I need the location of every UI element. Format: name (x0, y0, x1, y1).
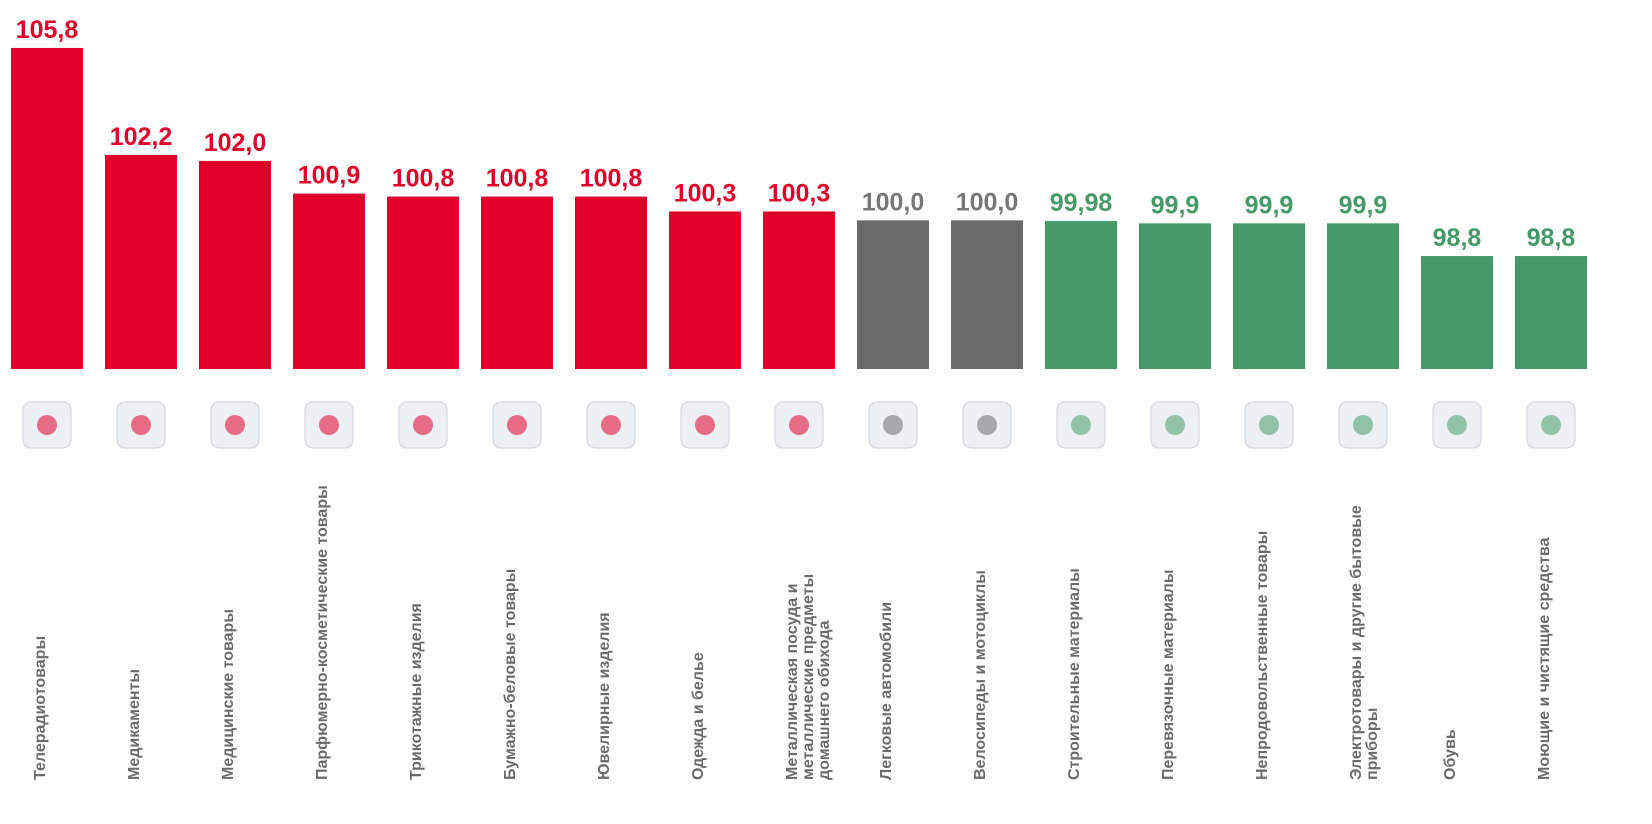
category-label: Трикотажные изделия (409, 485, 425, 780)
icon (507, 415, 527, 435)
category-label: Металлическая посуда и металличеcкие пре… (785, 485, 833, 780)
icon (789, 415, 809, 435)
bar (11, 48, 83, 369)
icon (225, 415, 245, 435)
category-label: Телерадиотовары (33, 485, 49, 780)
chart: 105,8 102,2 102,0 100,9 100,8 100,8 100,8 100,3… (0, 0, 1652, 824)
value-label: 100,0 (862, 188, 925, 216)
bar (199, 161, 271, 369)
category-label: Непродовольственные товары (1255, 485, 1271, 780)
category-label: Перевязочные материалы (1161, 485, 1177, 780)
value-label: 100,9 (298, 162, 361, 190)
category-label: Строительные материалы (1067, 485, 1083, 780)
bar (669, 211, 741, 369)
value-label: 98,8 (1433, 224, 1482, 252)
icon (131, 415, 151, 435)
category-label: Медицинские товары (221, 485, 237, 780)
icon (319, 415, 339, 435)
category-label: Медикаменты (127, 485, 143, 780)
bar (951, 220, 1023, 369)
bar (1327, 223, 1399, 369)
category-label: Легковые автомобили (879, 485, 895, 780)
icon (1259, 415, 1279, 435)
value-label: 100,8 (392, 165, 455, 193)
icon (695, 415, 715, 435)
icon (601, 415, 621, 435)
category-label: Ювелирные изделия (597, 485, 613, 780)
category-label: Парфюмерно-косметические товары (315, 485, 331, 780)
value-label: 100,3 (768, 179, 831, 207)
category-label: Моющие и чистящие средства (1537, 485, 1553, 780)
value-label: 100,0 (956, 188, 1019, 216)
category-label: Электротовары и другие бытовые приборы (1349, 485, 1381, 780)
category-label: Обувь (1443, 485, 1459, 780)
value-label: 100,8 (580, 165, 643, 193)
bar (857, 220, 929, 369)
icon (1165, 415, 1185, 435)
value-label: 105,8 (16, 16, 79, 44)
bar (1045, 221, 1117, 369)
icon (413, 415, 433, 435)
icon (977, 415, 997, 435)
icon (1353, 415, 1373, 435)
value-label: 102,0 (204, 129, 267, 157)
value-label: 99,9 (1339, 191, 1388, 219)
value-label: 100,3 (674, 179, 737, 207)
value-label: 100,8 (486, 165, 549, 193)
value-label: 99,98 (1050, 189, 1113, 217)
icon (1541, 415, 1561, 435)
value-label: 102,2 (110, 123, 173, 151)
value-label: 99,9 (1245, 191, 1294, 219)
icon (37, 415, 57, 435)
bar (387, 197, 459, 369)
bar (1139, 223, 1211, 369)
bar (763, 211, 835, 369)
category-label: Бумажно-беловые товары (503, 485, 519, 780)
icon (883, 415, 903, 435)
category-label: Велосипеды и мотоциклы (973, 485, 989, 780)
category-label: Одежда и белье (691, 485, 707, 780)
bar (481, 197, 553, 369)
bar (1515, 256, 1587, 369)
value-label: 98,8 (1527, 224, 1576, 252)
value-label: 99,9 (1151, 191, 1200, 219)
bar (293, 194, 365, 369)
icon (1447, 415, 1467, 435)
bar (1421, 256, 1493, 369)
bar (575, 197, 647, 369)
icon (1071, 415, 1091, 435)
bar (1233, 223, 1305, 369)
bar (105, 155, 177, 369)
